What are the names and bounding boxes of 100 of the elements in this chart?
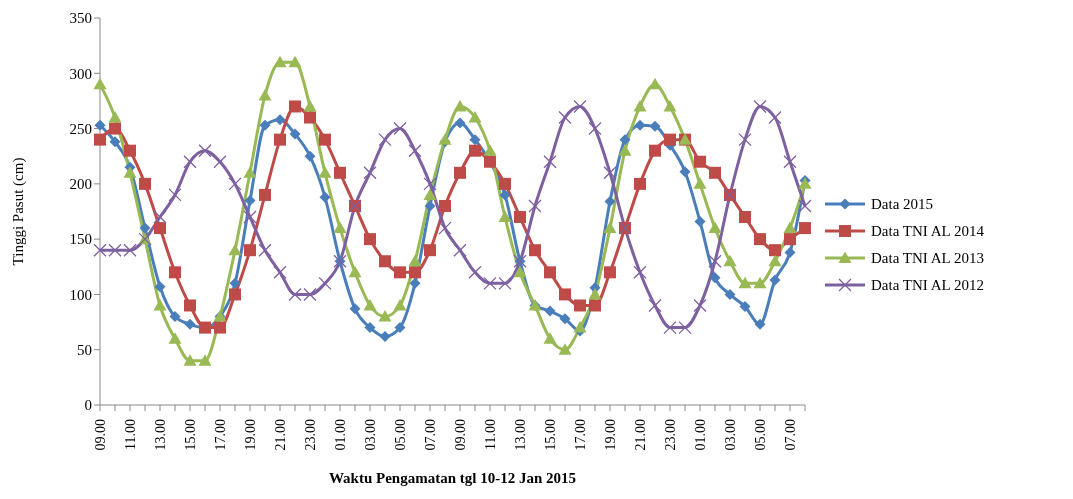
legend-label: Data TNI AL 2012 xyxy=(871,276,984,294)
point xyxy=(259,188,271,201)
point xyxy=(303,99,317,112)
point xyxy=(784,246,796,258)
point xyxy=(469,134,481,146)
point xyxy=(109,122,121,135)
point xyxy=(769,274,781,286)
point xyxy=(483,144,497,156)
point xyxy=(424,244,436,257)
x-tick-label: 13.00 xyxy=(512,419,528,451)
point xyxy=(139,222,151,234)
point xyxy=(783,221,797,234)
point xyxy=(169,266,181,279)
point xyxy=(378,132,392,147)
point xyxy=(709,272,721,284)
legend-label: Data 2015 xyxy=(871,195,934,213)
point xyxy=(664,133,676,146)
point xyxy=(273,265,287,279)
point xyxy=(243,210,257,224)
point xyxy=(799,222,811,235)
point xyxy=(393,298,407,311)
point xyxy=(528,199,542,213)
point xyxy=(214,321,226,334)
point xyxy=(123,166,137,178)
point xyxy=(693,298,707,313)
point xyxy=(334,166,346,179)
point xyxy=(679,166,691,178)
point xyxy=(648,298,662,313)
point xyxy=(318,166,332,178)
point xyxy=(333,221,347,234)
x-tick-label: 19.00 xyxy=(602,419,618,451)
point xyxy=(559,288,571,301)
point xyxy=(603,166,617,180)
point xyxy=(244,244,256,257)
x-tick-label: 21.00 xyxy=(632,419,648,451)
point xyxy=(168,188,182,202)
legend-label: Data TNI AL 2013 xyxy=(871,249,984,267)
point xyxy=(588,121,602,136)
point xyxy=(769,244,781,257)
point xyxy=(573,99,587,114)
point xyxy=(708,221,722,234)
point xyxy=(559,313,571,325)
point xyxy=(288,55,302,68)
point xyxy=(694,155,706,168)
point xyxy=(408,254,422,267)
x-tick-label: 07.00 xyxy=(782,419,798,451)
point xyxy=(543,155,557,169)
point xyxy=(108,111,122,123)
point xyxy=(499,177,511,190)
point xyxy=(514,211,526,224)
x-tick-label: 17.00 xyxy=(572,419,588,451)
point xyxy=(738,276,752,289)
x-tick-label: 01.00 xyxy=(692,419,708,451)
point xyxy=(258,243,272,257)
point xyxy=(408,144,422,158)
point xyxy=(424,200,436,212)
point xyxy=(274,114,286,126)
x-tick-label: 15.00 xyxy=(182,419,198,451)
point xyxy=(379,330,391,342)
point xyxy=(304,111,316,124)
point xyxy=(499,189,511,201)
point xyxy=(469,144,481,157)
point xyxy=(558,343,572,355)
point xyxy=(648,77,662,90)
point xyxy=(229,288,241,301)
point xyxy=(558,110,572,125)
x-tick-label: 19.00 xyxy=(242,419,258,451)
point xyxy=(153,210,167,224)
point xyxy=(738,132,752,147)
point xyxy=(649,144,661,157)
point xyxy=(543,332,557,344)
point xyxy=(349,303,361,315)
point xyxy=(784,233,796,246)
point xyxy=(243,166,257,178)
x-tick-label: 09.00 xyxy=(92,419,108,451)
y-tick-label: 300 xyxy=(69,65,92,82)
x-tick-label: 07.00 xyxy=(422,419,438,451)
point xyxy=(633,99,647,112)
x-tick-label: 13.00 xyxy=(152,419,168,451)
point xyxy=(169,311,181,323)
x-tick-label: 11.00 xyxy=(122,419,138,450)
legend-label: Data TNI AL 2014 xyxy=(871,222,984,240)
point xyxy=(139,177,151,190)
point xyxy=(168,332,182,344)
point xyxy=(604,266,616,279)
point xyxy=(694,215,706,227)
point xyxy=(198,144,212,158)
y-tick-label: 250 xyxy=(69,120,92,137)
point xyxy=(618,144,632,156)
point xyxy=(184,318,196,330)
point xyxy=(273,55,287,68)
x-tick-label: 15.00 xyxy=(542,419,558,451)
point xyxy=(94,119,106,131)
point xyxy=(423,177,437,191)
point xyxy=(453,243,467,257)
point xyxy=(439,199,451,212)
point xyxy=(363,166,377,180)
point xyxy=(94,133,106,146)
point xyxy=(394,266,406,279)
point xyxy=(513,265,527,278)
